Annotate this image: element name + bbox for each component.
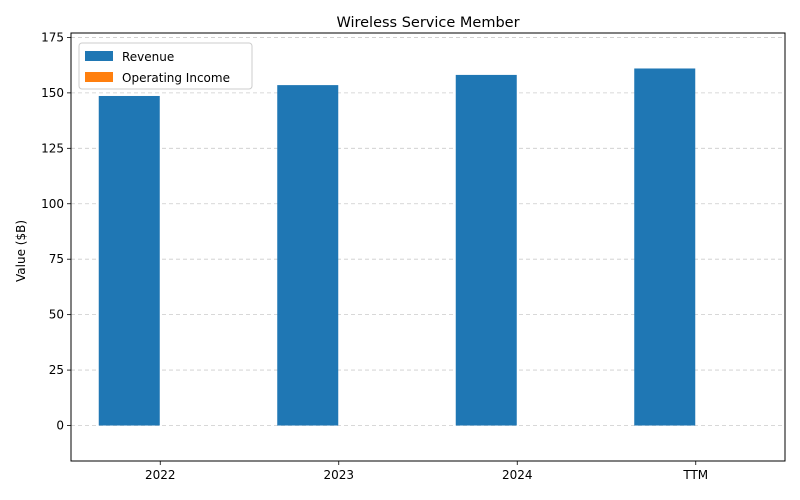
x-tick-label: 2022 (145, 468, 176, 482)
y-tick-label: 125 (41, 141, 64, 155)
bar-revenue (634, 68, 696, 426)
legend-label: Operating Income (122, 71, 230, 85)
y-tick-label: 75 (49, 252, 64, 266)
bars (98, 68, 696, 426)
y-tick-label: 50 (49, 308, 64, 322)
bar-revenue (455, 74, 517, 426)
y-tick-label: 100 (41, 197, 64, 211)
bar-revenue (98, 95, 160, 426)
y-axis-label: Value ($B) (14, 220, 28, 282)
y-tick-label: 150 (41, 86, 64, 100)
grid-lines (71, 37, 785, 426)
legend-swatch (85, 51, 113, 61)
x-tick-label: TTM (682, 468, 708, 482)
x-tick-label: 2024 (502, 468, 533, 482)
axes: 0 25 50 75 100 125 150 175 2022 2023 2024 TTM (41, 30, 786, 482)
bar-revenue (277, 85, 339, 426)
legend-box (78, 42, 253, 90)
y-tick-label: 25 (49, 363, 64, 377)
y-tick-label: 175 (41, 30, 64, 44)
legend-swatch (85, 72, 113, 82)
x-tick-label: 2023 (323, 468, 354, 482)
legend-label: Revenue (122, 50, 174, 64)
legend: Revenue Operating Income (78, 42, 253, 90)
plot-frame (70, 32, 786, 462)
y-tick-label: 0 (56, 419, 64, 433)
chart-title: Wireless Service Member (336, 15, 519, 31)
